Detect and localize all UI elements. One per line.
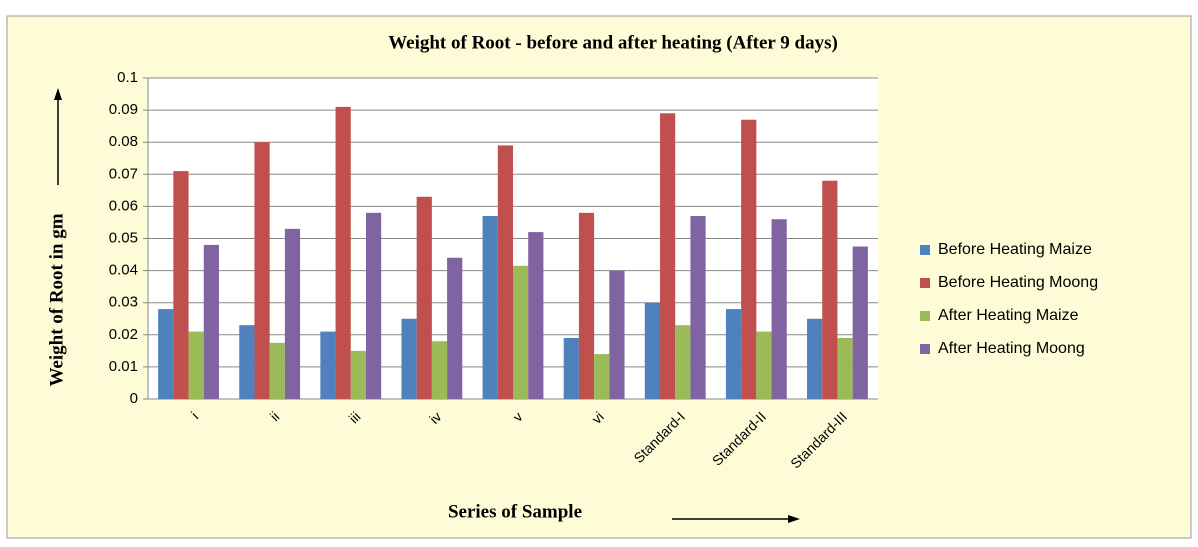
legend-label: After Heating Moong <box>938 340 1085 357</box>
y-tick-label: 0.06 <box>109 197 138 214</box>
bar <box>513 265 529 399</box>
y-tick-label: 0.08 <box>109 133 138 150</box>
bar <box>173 171 189 399</box>
bar <box>335 106 351 399</box>
bar <box>807 318 823 399</box>
bar <box>401 318 417 399</box>
legend-swatch <box>920 344 930 354</box>
bar <box>756 331 772 399</box>
y-tick-label: 0.09 <box>109 101 138 118</box>
legend-swatch <box>920 245 930 255</box>
bar <box>203 244 219 399</box>
bar <box>822 180 838 399</box>
legend-label: Before Heating Maize <box>938 241 1092 258</box>
y-tick-label: 0 <box>130 390 138 407</box>
bar <box>269 342 285 399</box>
bar <box>239 325 255 399</box>
y-tick-label: 0.01 <box>109 358 138 375</box>
legend-swatch <box>920 278 930 288</box>
bar <box>594 354 610 399</box>
bar <box>675 325 691 399</box>
y-arrow-head <box>54 88 62 100</box>
bar <box>660 113 676 399</box>
y-tick-label: 0.05 <box>109 229 138 246</box>
legend-swatch <box>920 311 930 321</box>
bar <box>771 219 787 399</box>
x-axis-label: Series of Sample <box>448 501 582 522</box>
bar <box>365 212 382 399</box>
y-tick-label: 0.07 <box>109 165 138 182</box>
y-tick-label: 0.04 <box>109 262 138 279</box>
bar <box>852 246 868 399</box>
bar <box>528 232 544 399</box>
x-arrow-head <box>788 515 800 523</box>
bar <box>609 270 625 399</box>
bar <box>497 145 513 399</box>
bar <box>837 338 853 399</box>
legend-label: Before Heating Moong <box>938 274 1098 291</box>
bar <box>320 331 336 399</box>
y-axis-label: Weight of Root in gm <box>46 213 67 386</box>
bar <box>447 257 463 399</box>
y-tick-label: 0.02 <box>109 326 138 343</box>
legend-label: After Heating Maize <box>938 307 1079 324</box>
bar <box>188 331 204 399</box>
bar <box>578 212 595 399</box>
bar <box>158 309 174 399</box>
bar <box>482 216 498 399</box>
bar <box>690 216 706 399</box>
bar <box>254 142 270 399</box>
bar <box>350 350 366 399</box>
bar <box>644 302 661 399</box>
bar <box>563 338 579 399</box>
bar <box>431 341 448 399</box>
bar <box>741 119 757 399</box>
bar <box>284 228 301 399</box>
y-tick-label: 0.1 <box>117 69 138 86</box>
bar <box>416 196 432 399</box>
bar <box>725 309 742 399</box>
y-tick-label: 0.03 <box>109 294 138 311</box>
chart-title: Weight of Root - before and after heatin… <box>388 32 838 53</box>
